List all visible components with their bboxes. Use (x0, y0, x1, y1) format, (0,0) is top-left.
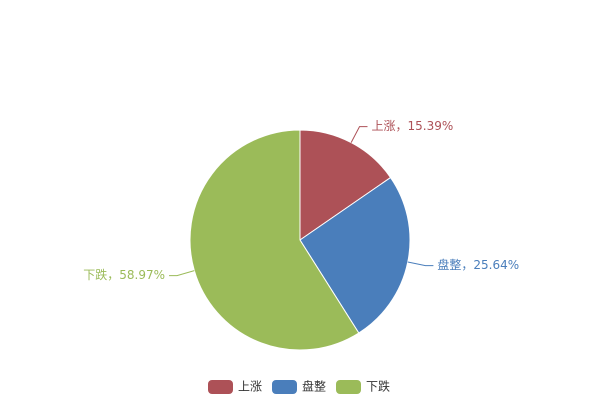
legend-swatch[interactable] (208, 380, 233, 394)
legend-swatch[interactable] (272, 380, 297, 394)
pie-slice (299, 129, 392, 241)
pie-slice (299, 176, 411, 334)
legend-label[interactable]: 盘整 (302, 379, 326, 394)
legend-label[interactable]: 上涨 (238, 379, 262, 394)
data-label: 上涨，15.39% (372, 118, 454, 133)
legend-swatch[interactable] (336, 380, 361, 394)
leader-line (169, 270, 195, 277)
legend-label[interactable]: 下跌 (366, 379, 390, 394)
data-label: 盘整，25.64% (437, 257, 519, 272)
data-label: 下跌，58.97% (83, 267, 165, 282)
pie-slice (189, 129, 360, 351)
leader-line (407, 261, 434, 267)
leader-line (350, 126, 368, 143)
